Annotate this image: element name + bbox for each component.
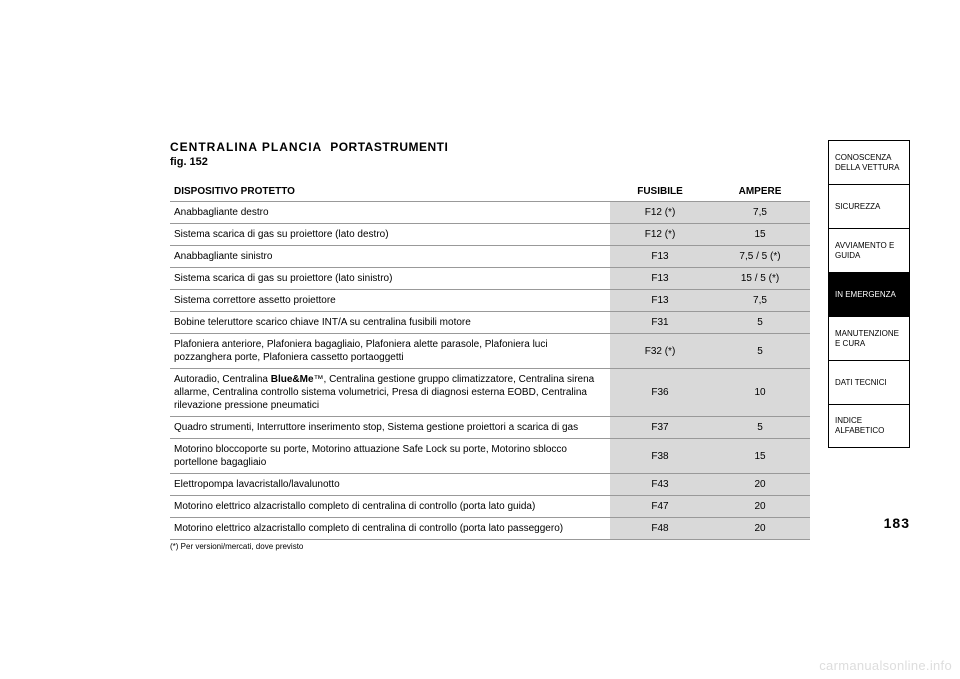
cell-device: Elettropompa lavacristallo/lavalunotto	[170, 474, 610, 495]
cell-device: Sistema correttore assetto proiettore	[170, 290, 610, 311]
cell-fuse: F47	[610, 496, 710, 517]
table-row: Motorino elettrico alzacristallo complet…	[170, 495, 810, 517]
cell-fuse: F36	[610, 369, 710, 416]
cell-amp: 20	[710, 474, 810, 495]
table-row: Quadro strumenti, Interruttore inserimen…	[170, 416, 810, 438]
title-row: CENTRALINA PLANCIA PORTASTRUMENTI	[170, 140, 810, 154]
cell-device: Motorino elettrico alzacristallo complet…	[170, 518, 610, 539]
table-row: Elettropompa lavacristallo/lavalunottoF4…	[170, 473, 810, 495]
table-row: Plafoniera anteriore, Plafoniera bagagli…	[170, 333, 810, 368]
cell-amp: 20	[710, 496, 810, 517]
cell-fuse: F38	[610, 439, 710, 473]
cell-amp: 15	[710, 224, 810, 245]
section-tab[interactable]: IN EMERGENZA	[828, 272, 910, 316]
section-tabs: CONOSCENZA DELLA VETTURASICUREZZAAVVIAME…	[828, 140, 910, 448]
title-part2: PORTASTRUMENTI	[330, 140, 448, 154]
cell-fuse: F31	[610, 312, 710, 333]
cell-fuse: F13	[610, 268, 710, 289]
content-area: CENTRALINA PLANCIA PORTASTRUMENTI fig. 1…	[170, 140, 810, 551]
table-row: Anabbagliante destroF12 (*)7,5	[170, 201, 810, 223]
table-row: Sistema scarica di gas su proiettore (la…	[170, 223, 810, 245]
section-tab[interactable]: DATI TECNICI	[828, 360, 910, 404]
header-fuse: FUSIBILE	[610, 186, 710, 197]
table-row: Motorino bloccoporte su porte, Motorino …	[170, 438, 810, 473]
page-number: 183	[884, 515, 910, 531]
table-row: Motorino elettrico alzacristallo complet…	[170, 517, 810, 540]
watermark: carmanualsonline.info	[819, 658, 952, 673]
cell-amp: 5	[710, 312, 810, 333]
footnote: (*) Per versioni/mercati, dove previsto	[170, 542, 810, 551]
cell-fuse: F32 (*)	[610, 334, 710, 368]
table-row: Sistema correttore assetto proiettoreF13…	[170, 289, 810, 311]
table-row: Sistema scarica di gas su proiettore (la…	[170, 267, 810, 289]
cell-amp: 15	[710, 439, 810, 473]
cell-amp: 20	[710, 518, 810, 539]
cell-fuse: F13	[610, 290, 710, 311]
cell-device: Plafoniera anteriore, Plafoniera bagagli…	[170, 334, 610, 368]
section-tab[interactable]: MANUTENZIONE E CURA	[828, 316, 910, 360]
cell-fuse: F12 (*)	[610, 202, 710, 223]
cell-device: Bobine teleruttore scarico chiave INT/A …	[170, 312, 610, 333]
cell-device: Sistema scarica di gas su proiettore (la…	[170, 224, 610, 245]
cell-fuse: F43	[610, 474, 710, 495]
table-header: DISPOSITIVO PROTETTO FUSIBILE AMPERE	[170, 186, 810, 201]
header-device: DISPOSITIVO PROTETTO	[170, 186, 610, 197]
section-tab[interactable]: AVVIAMENTO E GUIDA	[828, 228, 910, 272]
cell-amp: 7,5	[710, 290, 810, 311]
section-tab[interactable]: INDICE ALFABETICO	[828, 404, 910, 448]
cell-device: Sistema scarica di gas su proiettore (la…	[170, 268, 610, 289]
section-tab[interactable]: CONOSCENZA DELLA VETTURA	[828, 140, 910, 184]
cell-device: Anabbagliante destro	[170, 202, 610, 223]
cell-device: Anabbagliante sinistro	[170, 246, 610, 267]
cell-amp: 5	[710, 334, 810, 368]
cell-fuse: F37	[610, 417, 710, 438]
cell-amp: 15 / 5 (*)	[710, 268, 810, 289]
section-tab[interactable]: SICUREZZA	[828, 184, 910, 228]
table-row: Bobine teleruttore scarico chiave INT/A …	[170, 311, 810, 333]
cell-device: Autoradio, Centralina Blue&Me™, Centrali…	[170, 369, 610, 416]
table-row: Autoradio, Centralina Blue&Me™, Centrali…	[170, 368, 810, 416]
cell-fuse: F13	[610, 246, 710, 267]
cell-fuse: F12 (*)	[610, 224, 710, 245]
cell-device: Motorino bloccoporte su porte, Motorino …	[170, 439, 610, 473]
figure-label: fig. 152	[170, 156, 810, 168]
cell-amp: 7,5	[710, 202, 810, 223]
cell-fuse: F48	[610, 518, 710, 539]
cell-amp: 10	[710, 369, 810, 416]
cell-device: Motorino elettrico alzacristallo complet…	[170, 496, 610, 517]
title-part1: CENTRALINA PLANCIA	[170, 140, 322, 154]
table-row: Anabbagliante sinistroF137,5 / 5 (*)	[170, 245, 810, 267]
cell-amp: 7,5 / 5 (*)	[710, 246, 810, 267]
cell-device: Quadro strumenti, Interruttore inserimen…	[170, 417, 610, 438]
header-amp: AMPERE	[710, 186, 810, 197]
fuse-table: Anabbagliante destroF12 (*)7,5Sistema sc…	[170, 201, 810, 540]
cell-amp: 5	[710, 417, 810, 438]
